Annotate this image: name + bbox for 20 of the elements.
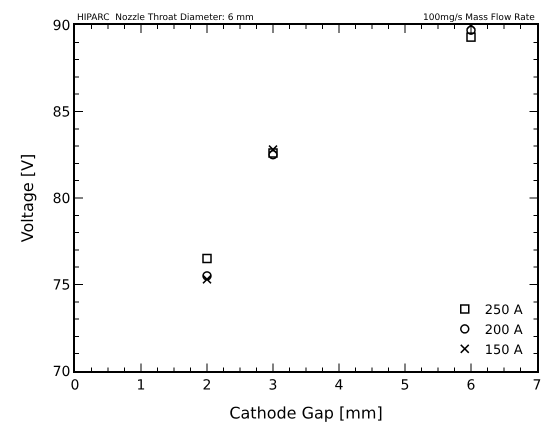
text: HIPARC Nozzle Throat Diameter: 6 mm <box>77 13 254 23</box>
legend-label: 250 A <box>484 303 523 318</box>
y-tick-label: 85 <box>52 104 70 120</box>
text: 100mg/s Mass Flow Rate <box>423 13 536 23</box>
x-axis-title: Cathode Gap [mm] <box>229 404 383 423</box>
x-tick-label: 4 <box>334 378 344 394</box>
x-tick-label: 3 <box>268 378 278 394</box>
x-tick-label: 5 <box>400 378 410 394</box>
y-tick-label: 80 <box>52 190 70 207</box>
y-tick-label: 90 <box>52 18 70 34</box>
legend-label: 150 A <box>484 342 523 358</box>
x-tick-label: 2 <box>202 378 212 394</box>
x-tick-label: 6 <box>466 378 476 394</box>
legend-label: 200 A <box>484 323 523 338</box>
x-tick-label: 7 <box>532 378 542 394</box>
x-tick-label: 0 <box>70 378 80 394</box>
y-tick-label: 75 <box>52 277 70 294</box>
y-axis-title: Voltage [V] <box>18 154 38 242</box>
y-tick-label: 70 <box>52 364 70 380</box>
x-tick-label: 1 <box>136 378 146 394</box>
